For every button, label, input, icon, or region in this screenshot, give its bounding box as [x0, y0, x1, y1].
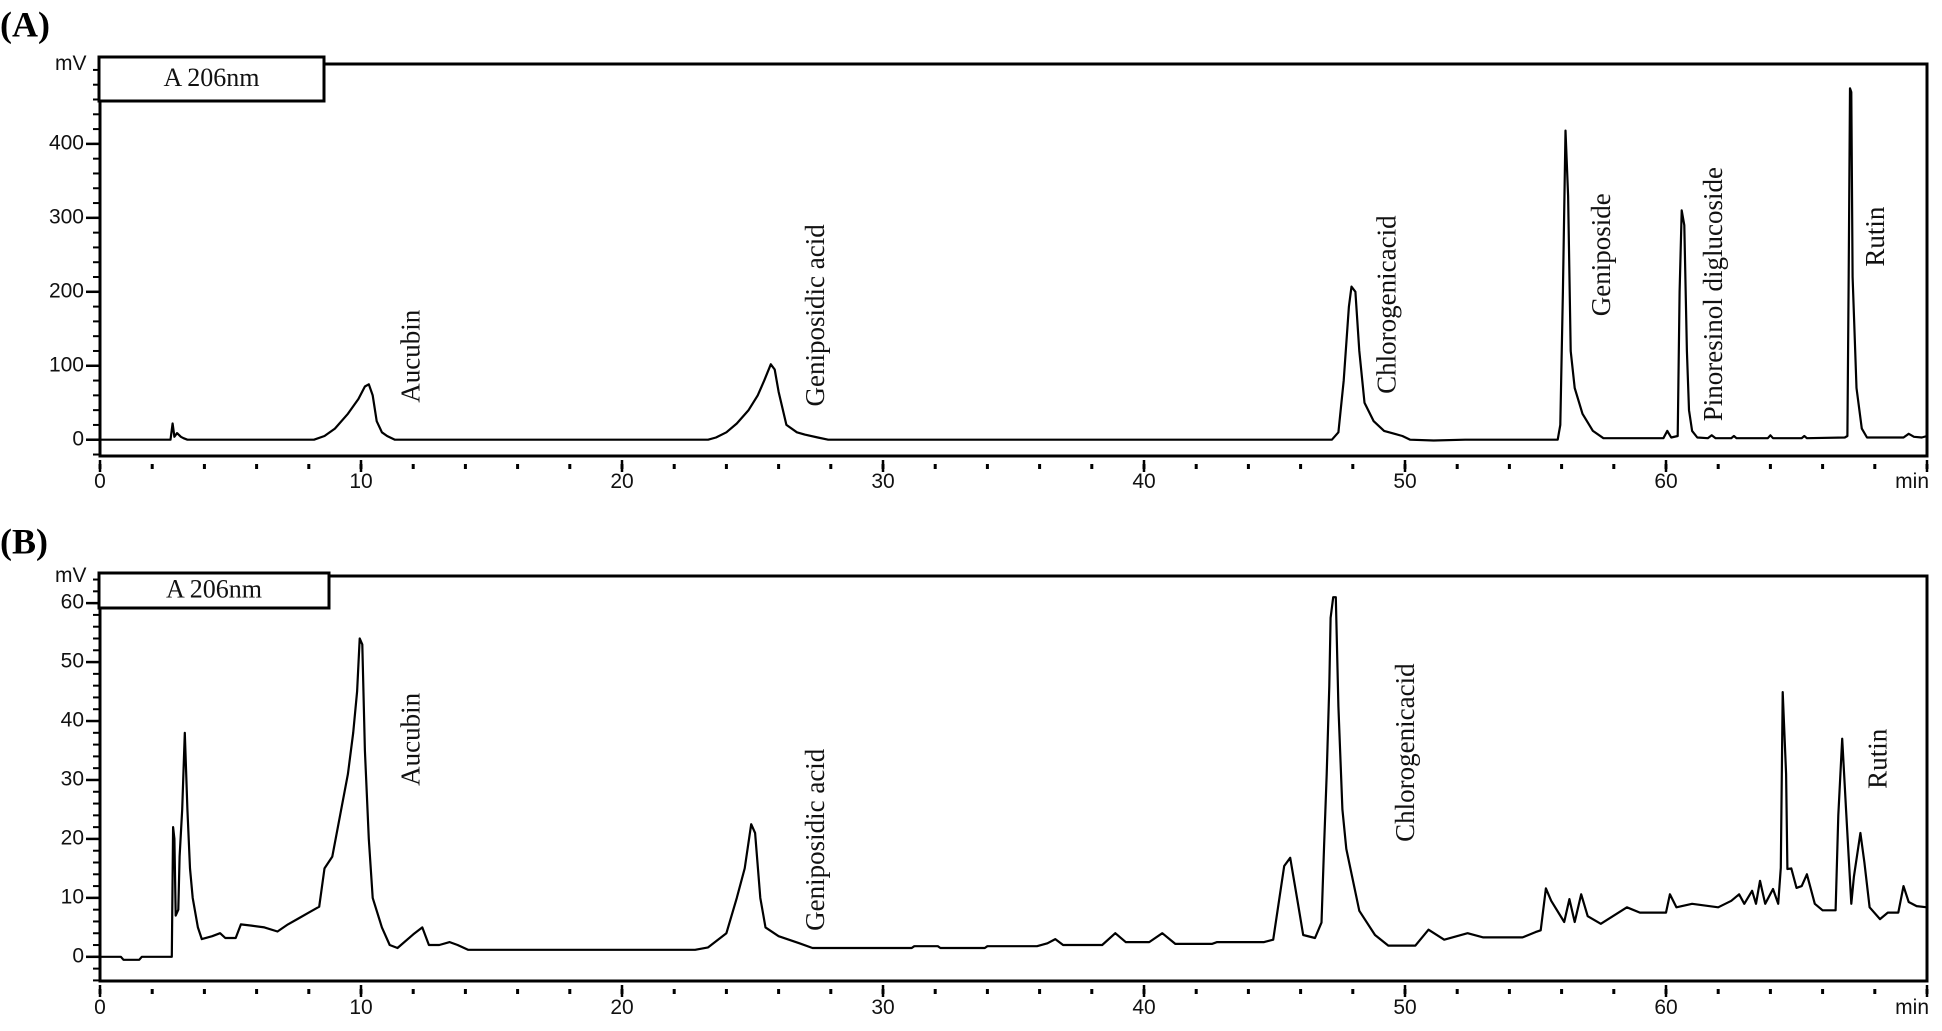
x-tick-label: 30 [871, 996, 894, 1019]
y-tick-label: 20 [61, 826, 84, 849]
peak-label: Aucubin [396, 309, 426, 402]
x-tick-label: 60 [1654, 470, 1677, 493]
x-axis-unit-label: min [1895, 996, 1929, 1019]
y-tick-label: 40 [61, 709, 84, 732]
x-tick-label: 30 [871, 470, 894, 493]
x-axis-unit-label: min [1895, 470, 1929, 493]
peak-label: Chlorogenicacid [1390, 663, 1420, 842]
x-tick-label: 50 [1393, 470, 1416, 493]
legend-text: A 206nm [166, 574, 262, 603]
plot-frame [98, 574, 1929, 983]
legend-text: A 206nm [163, 63, 259, 92]
legend-box [97, 571, 331, 610]
y-tick-label: 0 [72, 427, 84, 450]
y-tick-label: 30 [61, 768, 84, 791]
x-tick-label: 0 [94, 470, 106, 493]
x-tick-label: 10 [349, 996, 372, 1019]
peak-label: Chlorogenicacid [1372, 215, 1402, 394]
panel-a: (A)mV 0 100 200 300 400 0 10 20 30 40 50 60 min A 206n… [0, 4, 1929, 493]
y-tick-label: 300 [49, 205, 84, 228]
peak-label: Rutin [1860, 206, 1890, 267]
x-tick-label: 0 [94, 996, 106, 1019]
peak-label: Geniposidic acid [800, 224, 830, 407]
x-tick-label: 20 [610, 470, 633, 493]
x-tick-label: 40 [1132, 996, 1155, 1019]
peak-label: Geniposide [1586, 193, 1616, 316]
x-tick-label: 10 [349, 470, 372, 493]
panel-label: (A) [0, 4, 50, 44]
x-tick-label: 40 [1132, 470, 1155, 493]
y-tick-label: 0 [72, 944, 84, 967]
chromatogram-trace [100, 596, 1928, 961]
y-tick-label: 60 [61, 591, 84, 614]
panel-label: (B) [0, 521, 48, 561]
legend-box [97, 55, 326, 103]
plot-frame [98, 62, 1929, 458]
y-tick-label: 50 [61, 650, 84, 673]
y-tick-label: 400 [49, 131, 84, 154]
peak-label: Aucubin [396, 692, 426, 785]
peak-label: Rutin [1862, 728, 1892, 789]
chromatogram-trace [100, 87, 1928, 442]
panel-b: (B) mV 0 10 20 30 40 50 60 0 10 20 30 40 50 60 min A 206n… [0, 521, 1929, 1019]
y-tick-label: 10 [61, 885, 84, 908]
x-tick-label: 50 [1393, 996, 1416, 1019]
y-tick-label: 200 [49, 279, 84, 302]
y-axis-unit-label: mV [55, 52, 87, 75]
x-tick-label: 20 [610, 996, 633, 1019]
y-tick-label: 100 [49, 353, 84, 376]
peak-label: Pinoresinol diglucoside [1698, 167, 1728, 421]
y-axis-unit-label: mV [55, 564, 87, 587]
x-tick-label: 60 [1654, 996, 1677, 1019]
peak-label: Geniposidic acid [800, 748, 830, 931]
